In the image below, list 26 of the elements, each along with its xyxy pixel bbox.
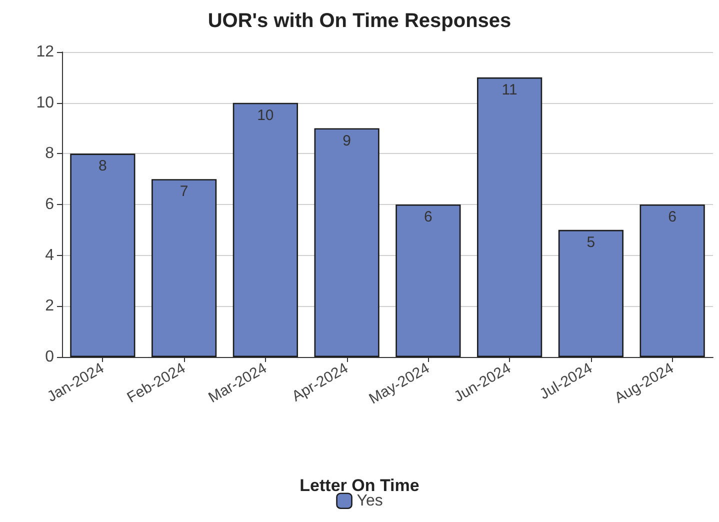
data-label: 6 bbox=[424, 208, 432, 226]
data-label: 11 bbox=[502, 81, 518, 98]
bar bbox=[477, 77, 542, 357]
data-label: 5 bbox=[586, 234, 596, 251]
data-label: 9 bbox=[342, 132, 351, 150]
y-tick-label: 12 bbox=[36, 44, 54, 60]
y-tick-label: 4 bbox=[45, 246, 54, 264]
data-label: 7 bbox=[180, 183, 188, 200]
y-tick-label: 2 bbox=[45, 298, 54, 315]
y-tick-label: 8 bbox=[45, 145, 54, 162]
bar bbox=[396, 204, 461, 357]
data-label: 10 bbox=[257, 106, 274, 124]
data-label: 8 bbox=[98, 158, 107, 175]
y-tick-label: 10 bbox=[36, 94, 54, 112]
data-label: 6 bbox=[668, 208, 676, 226]
bar bbox=[558, 230, 624, 357]
bar bbox=[232, 102, 298, 357]
chart-title: UOR's with On Time Responses bbox=[208, 10, 512, 32]
y-tick-label: 0 bbox=[45, 348, 54, 366]
legend-title: Letter On Time bbox=[300, 476, 420, 495]
bar bbox=[314, 128, 380, 357]
legend-label: Yes bbox=[356, 492, 383, 510]
bar bbox=[152, 179, 217, 357]
y-tick-label: 6 bbox=[45, 196, 54, 213]
bar bbox=[640, 204, 705, 357]
bar bbox=[70, 154, 136, 357]
